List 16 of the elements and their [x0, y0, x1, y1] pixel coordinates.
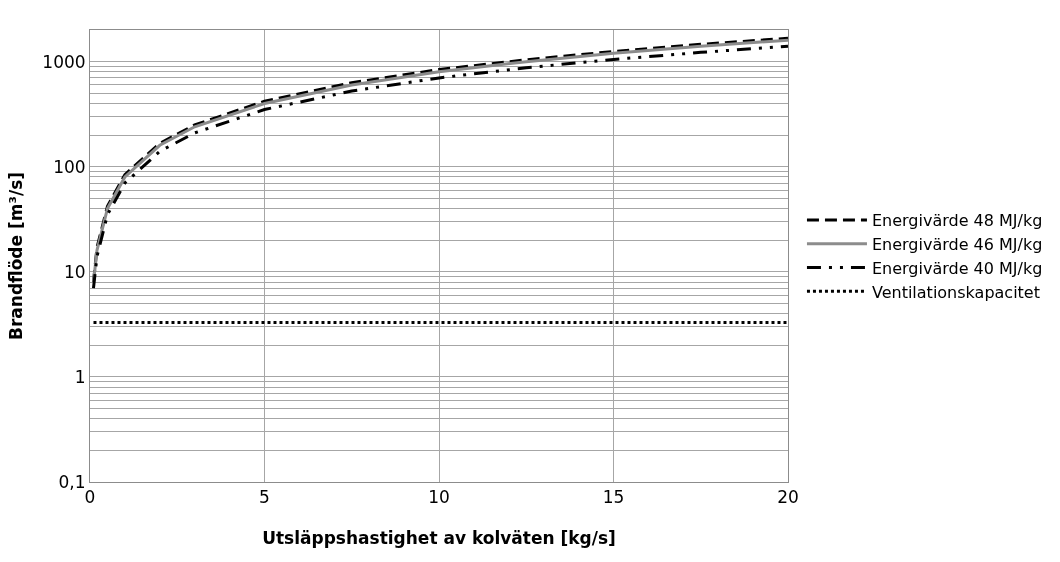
- x-tick-label: 15: [602, 487, 625, 508]
- x-tick-label: 10: [428, 487, 450, 508]
- y-tick-label: 100: [53, 156, 86, 177]
- legend-label: Energivärde 48 MJ/kg: [871, 211, 1043, 231]
- y-tick-label: 1000: [42, 51, 86, 72]
- x-tick-label: 20: [777, 487, 799, 508]
- y-axis-title: Brandflöde [m³/s]: [5, 171, 26, 341]
- y-tick-label: 0,1: [58, 471, 86, 492]
- y-tick-label: 10: [63, 261, 86, 282]
- x-tick-label: 5: [259, 487, 270, 508]
- legend-label: Ventilationskapacitet: [871, 282, 1040, 302]
- x-axis-title: Utsläppshastighet av kolväten [kg/s]: [262, 527, 616, 548]
- legend-label: Energivärde 46 MJ/kg: [871, 234, 1043, 254]
- y-tick-label: 1: [74, 366, 86, 387]
- legend-label: Energivärde 40 MJ/kg: [871, 258, 1043, 278]
- x-tick-label: 0: [84, 487, 96, 508]
